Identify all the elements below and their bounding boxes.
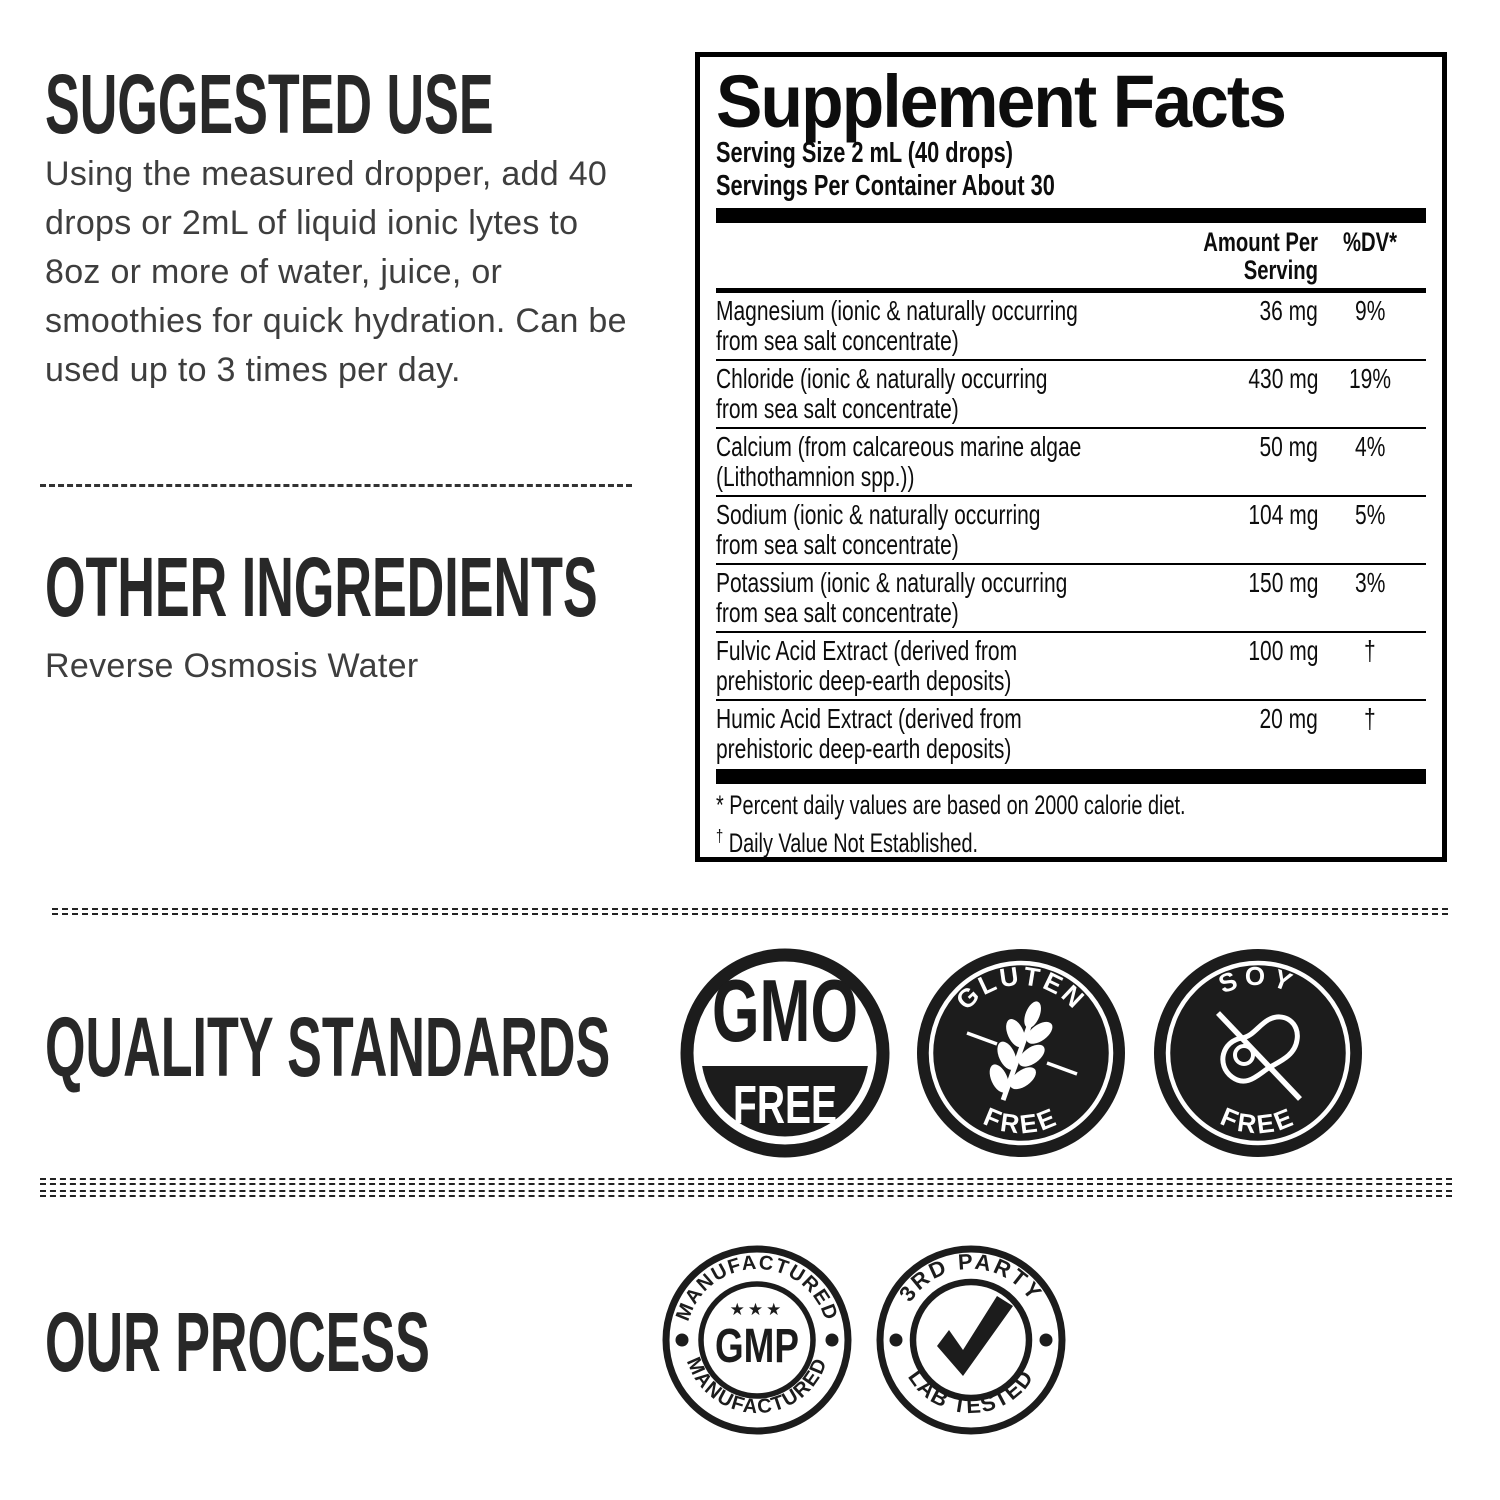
table-row-chloride: Chloride (ionic & naturally occurring fr… <box>716 359 1426 427</box>
checkmark-icon <box>937 1296 1013 1376</box>
gmo-split-seal <box>702 1066 868 1137</box>
badge-inner-ring <box>909 1278 1033 1402</box>
dagger-symbol: † <box>716 826 724 846</box>
table-row-fulvic-acid: Fulvic Acid Extract (derived from prehis… <box>716 631 1426 699</box>
nutrient-dv: 4% <box>1354 431 1386 462</box>
badge-inner-ring <box>698 1281 816 1399</box>
stars-icon: ★★★ <box>730 1300 785 1319</box>
nutrient-amount: 50 mg <box>1259 431 1318 462</box>
section-divider-quality <box>52 908 1448 915</box>
nutrient-amount: 430 mg <box>1247 363 1318 394</box>
section-divider-process-2 <box>40 1190 1452 1197</box>
our-process-section: OUR PROCESS <box>45 1300 666 1384</box>
facts-header-row: Amount Per Serving %DV* <box>716 223 1426 293</box>
nutrient-dv: 3% <box>1354 567 1386 598</box>
serving-size: Serving Size 2 mL (40 drops) <box>716 137 1013 169</box>
table-row-calcium: Calcium (from calcareous marine algae (L… <box>716 427 1426 495</box>
nutrient-dv: 5% <box>1354 499 1386 530</box>
dot-left <box>675 1333 689 1347</box>
footnote-dagger: † Daily Value Not Established. <box>716 821 1426 859</box>
nutrient-name: Potassium (ionic & naturally occurring f… <box>716 567 1068 628</box>
nutrient-amount: 36 mg <box>1259 295 1318 326</box>
suggested-use-section: SUGGESTED USE <box>45 62 768 146</box>
dv-header: %DV* <box>1342 227 1398 257</box>
nutrient-name: Calcium (from calcareous marine algae (L… <box>716 431 1082 492</box>
nutrient-name: Magnesium (ionic & naturally occurring f… <box>716 295 1078 356</box>
gmp-manufactured-badge: MANUFACTURED MANUFACTURED ★★★ GMP <box>662 1245 852 1435</box>
third-party-lab-tested-badge: 3RD PARTY LAB TESTED <box>876 1245 1066 1435</box>
gmo-free-badge: GMO FREE <box>680 948 890 1158</box>
other-ingredients-title: OTHER INGREDIENTS <box>45 540 598 634</box>
nutrient-dv: 19% <box>1348 363 1392 394</box>
left-column-divider <box>40 484 632 487</box>
quality-standards-section: QUALITY STANDARDS <box>45 1005 957 1089</box>
nutrient-name: Sodium (ionic & naturally occurring from… <box>716 499 1041 560</box>
divider-bar-top <box>716 208 1426 223</box>
other-ingredients-body: Reverse Osmosis Water <box>45 647 419 685</box>
suggested-use-title: SUGGESTED USE <box>45 57 494 151</box>
badge-inner-ring <box>928 960 1114 1146</box>
other-ingredients-section: OTHER INGREDIENTS <box>45 545 936 629</box>
footnote-percent-dv: * Percent daily values are based on 2000… <box>716 790 1186 820</box>
dot-left <box>889 1333 903 1347</box>
wheat-icon <box>966 1001 1078 1101</box>
dot-right <box>1039 1333 1053 1347</box>
dot-right <box>825 1333 839 1347</box>
dagger-text: Daily Value Not Established. <box>728 827 979 858</box>
gluten-free-badge: GLUTEN FREE <box>917 949 1125 1157</box>
nutrient-amount: 150 mg <box>1247 567 1318 598</box>
section-divider-process-1 <box>40 1178 1452 1185</box>
gmo-label: GMO <box>712 961 858 1060</box>
divider-bar-bottom <box>716 769 1426 784</box>
table-row-magnesium: Magnesium (ionic & naturally occurring f… <box>716 293 1426 359</box>
quality-standards-title: QUALITY STANDARDS <box>45 1000 611 1094</box>
nutrient-amount: 104 mg <box>1247 499 1318 530</box>
nutrient-dv: 9% <box>1354 295 1386 326</box>
soy-free-badge: SOY FREE <box>1154 949 1362 1157</box>
gmo-free-label: FREE <box>733 1075 837 1135</box>
suggested-use-body: Using the measured dropper, add 40 drops… <box>45 155 627 389</box>
badge-inner-ring <box>1165 960 1351 1146</box>
nutrient-name: Fulvic Acid Extract (derived from prehis… <box>716 635 1018 696</box>
servings-per-container: Servings Per Container About 30 <box>716 170 1055 202</box>
nutrient-dv: † <box>1364 703 1376 734</box>
supplement-facts-title: Supplement Facts <box>716 60 1287 143</box>
our-process-title: OUR PROCESS <box>45 1295 430 1389</box>
amount-per-serving-header: Amount Per Serving <box>1203 227 1318 285</box>
nutrient-name: Chloride (ionic & naturally occurring fr… <box>716 363 1048 424</box>
nutrient-amount: 20 mg <box>1259 703 1318 734</box>
gmp-label: GMP <box>715 1320 799 1373</box>
nutrient-name: Humic Acid Extract (derived from prehist… <box>716 703 1022 764</box>
table-row-humic-acid: Humic Acid Extract (derived from prehist… <box>716 699 1426 767</box>
nutrient-amount: 100 mg <box>1247 635 1318 666</box>
supplement-facts-panel: Supplement Facts Serving Size 2 mL (40 d… <box>695 52 1447 862</box>
nutrient-dv: † <box>1364 635 1376 666</box>
table-row-sodium: Sodium (ionic & naturally occurring from… <box>716 495 1426 563</box>
table-row-potassium: Potassium (ionic & naturally occurring f… <box>716 563 1426 631</box>
soybean-icon <box>1216 1011 1302 1101</box>
